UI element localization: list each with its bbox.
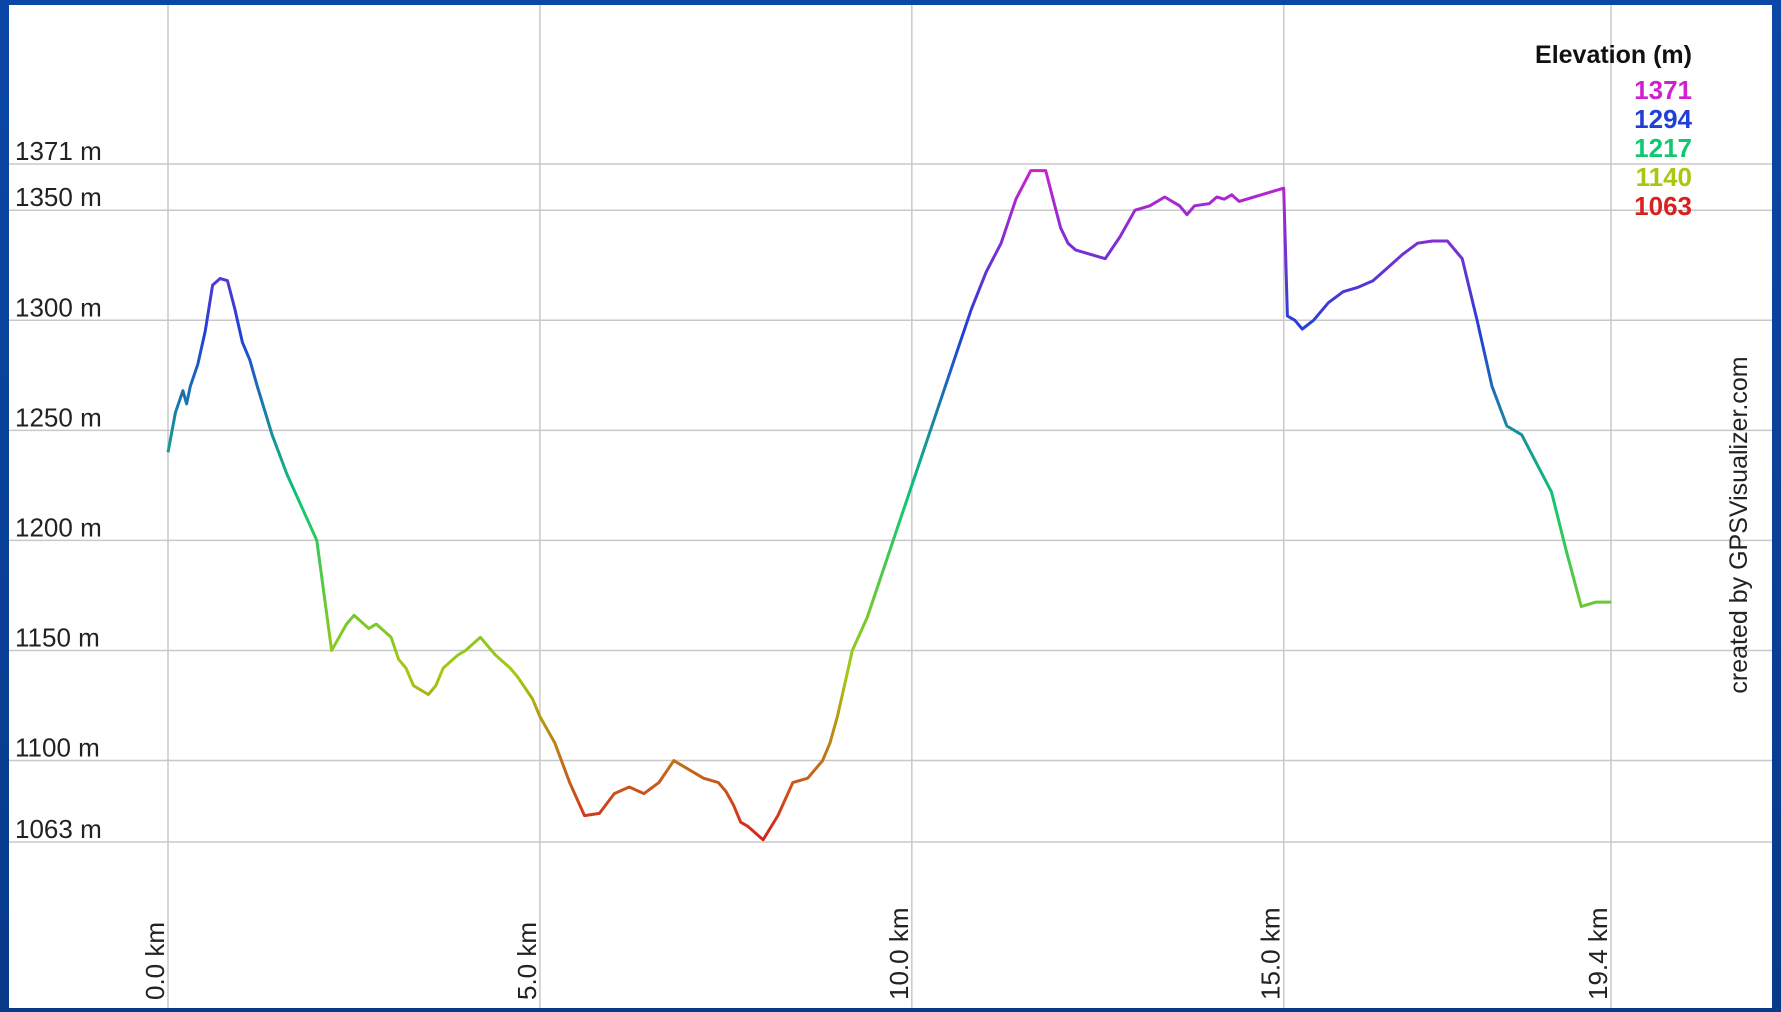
y-tick-label: 1350 m (15, 182, 102, 212)
y-tick-label: 1250 m (15, 402, 102, 432)
elevation-chart: 1371 m 1350 m 1300 m 1250 m 1200 m 1150 m 1100… (9, 5, 1772, 1008)
y-tick-label: 1150 m (15, 622, 100, 652)
y-tick-label: 1200 m (15, 512, 102, 542)
y-tick-label: 1300 m (15, 292, 102, 322)
legend-title: Elevation (m) (1535, 41, 1692, 69)
y-axis-tick-labels: 1371 m 1350 m 1300 m 1250 m 1200 m 1150 m 1100… (15, 136, 102, 844)
grid-lines (9, 5, 1772, 1008)
y-tick-label: 1063 m (15, 814, 102, 844)
legend-item: 1063 (1634, 191, 1692, 221)
legend-item: 1140 (1636, 162, 1692, 192)
credit-text: created by GPSVisualizer.com (1725, 356, 1753, 693)
x-tick-label: 0.0 km (140, 922, 170, 1000)
elevation-profile-line (166, 169, 1611, 842)
x-tick-label: 15.0 km (1256, 908, 1286, 1001)
legend-item: 1371 (1634, 75, 1692, 105)
y-tick-label: 1100 m (15, 733, 100, 763)
plot-panel: 1371 m 1350 m 1300 m 1250 m 1200 m 1150 m 1100… (9, 5, 1772, 1008)
legend-item: 1294 (1634, 104, 1692, 134)
x-axis-tick-labels: 0.0 km 5.0 km 10.0 km 15.0 km 19.4 km (140, 908, 1613, 1001)
x-tick-label: 10.0 km (884, 908, 914, 1001)
y-tick-label: 1371 m (15, 136, 102, 166)
x-tick-label: 19.4 km (1583, 908, 1613, 1001)
x-tick-label: 5.0 km (512, 922, 542, 1000)
legend-item: 1217 (1634, 133, 1692, 163)
